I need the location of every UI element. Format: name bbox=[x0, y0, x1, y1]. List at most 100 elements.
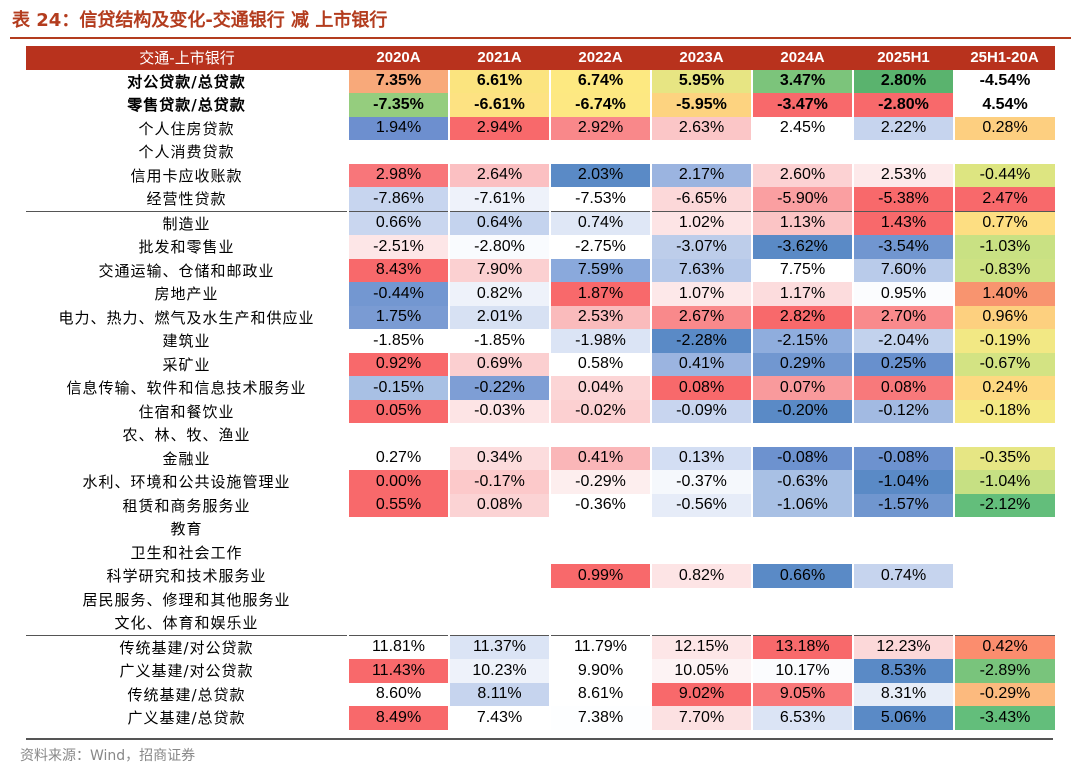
value-cell: -2.80% bbox=[853, 93, 955, 117]
value-cell bbox=[651, 140, 753, 164]
row-label: 采矿业 bbox=[26, 352, 349, 376]
value-cell: 9.05% bbox=[752, 682, 854, 706]
value-cell: 1.40% bbox=[954, 282, 1055, 306]
table-body: 对公贷款/总贷款 7.35% 6.61% 6.74% 5.95% 3.47% 2.80% -4… bbox=[26, 69, 1055, 730]
value-cell bbox=[651, 587, 753, 611]
value-cell: -0.02% bbox=[550, 399, 652, 423]
value-cell: 0.29% bbox=[752, 352, 854, 376]
row-label: 经营性贷款 bbox=[26, 187, 349, 212]
value-cell: 10.17% bbox=[752, 659, 854, 683]
value-cell: -1.85% bbox=[348, 329, 450, 353]
row-label: 房地产业 bbox=[26, 282, 349, 306]
value-cell: 2.70% bbox=[853, 305, 955, 329]
table-bottom-rule bbox=[26, 738, 1053, 740]
value-cell: 10.05% bbox=[651, 659, 753, 683]
value-cell bbox=[550, 140, 652, 164]
row-label: 教育 bbox=[26, 517, 349, 541]
value-cell: 7.43% bbox=[449, 706, 551, 730]
value-cell: -5.95% bbox=[651, 93, 753, 117]
value-cell: -2.51% bbox=[348, 235, 450, 259]
table-row: 农、林、牧、渔业 bbox=[26, 423, 1055, 447]
value-cell: 13.18% bbox=[752, 635, 854, 659]
value-cell: 0.24% bbox=[954, 376, 1055, 400]
row-label: 信息传输、软件和信息技术服务业 bbox=[26, 376, 349, 400]
row-label: 交通运输、仓储和邮政业 bbox=[26, 258, 349, 282]
value-cell: 8.43% bbox=[348, 258, 450, 282]
table-row: 对公贷款/总贷款 7.35% 6.61% 6.74% 5.95% 3.47% 2.80% -4… bbox=[26, 69, 1055, 93]
value-cell: 8.53% bbox=[853, 659, 955, 683]
value-cell: -6.74% bbox=[550, 93, 652, 117]
value-cell: -0.08% bbox=[752, 446, 854, 470]
value-cell: 2.82% bbox=[752, 305, 854, 329]
value-cell: 1.17% bbox=[752, 282, 854, 306]
table-row: 房地产业 -0.44% 0.82% 1.87% 1.07% 1.17% 0.95% 1.40% bbox=[26, 282, 1055, 306]
value-cell: 0.82% bbox=[651, 564, 753, 588]
value-cell: 1.07% bbox=[651, 282, 753, 306]
value-cell: 0.08% bbox=[651, 376, 753, 400]
value-cell bbox=[449, 611, 551, 636]
value-cell: 0.08% bbox=[449, 493, 551, 517]
value-cell: 2.01% bbox=[449, 305, 551, 329]
table-row: 信息传输、软件和信息技术服务业 -0.15% -0.22% 0.04% 0.08% 0.0… bbox=[26, 376, 1055, 400]
value-cell: -1.57% bbox=[853, 493, 955, 517]
value-cell bbox=[752, 423, 854, 447]
header-2022a: 2022A bbox=[550, 46, 651, 70]
value-cell: -1.98% bbox=[550, 329, 652, 353]
value-cell: 0.27% bbox=[348, 446, 450, 470]
value-cell: -2.89% bbox=[954, 659, 1055, 683]
value-cell: -1.06% bbox=[752, 493, 854, 517]
value-cell: 7.59% bbox=[550, 258, 652, 282]
value-cell: 0.28% bbox=[954, 116, 1055, 140]
value-cell: -2.75% bbox=[550, 235, 652, 259]
value-cell: -1.04% bbox=[954, 470, 1055, 494]
value-cell bbox=[449, 517, 551, 541]
value-cell: 9.90% bbox=[550, 659, 652, 683]
header-row: 交通-上市银行 2020A 2021A 2022A 2023A 2024A 20… bbox=[26, 46, 1055, 70]
value-cell bbox=[954, 611, 1055, 636]
value-cell: -5.90% bbox=[752, 187, 854, 212]
value-cell: 8.60% bbox=[348, 682, 450, 706]
value-cell: -7.35% bbox=[348, 93, 450, 117]
value-cell: -7.86% bbox=[348, 187, 450, 212]
value-cell: -0.19% bbox=[954, 329, 1055, 353]
value-cell: 7.35% bbox=[348, 69, 450, 93]
value-cell: 5.06% bbox=[853, 706, 955, 730]
value-cell bbox=[348, 423, 450, 447]
row-label: 住宿和餐饮业 bbox=[26, 399, 349, 423]
source-note: 资料来源：Wind，招商证券 bbox=[20, 748, 196, 764]
row-label: 农、林、牧、渔业 bbox=[26, 423, 349, 447]
value-cell: 2.22% bbox=[853, 116, 955, 140]
value-cell bbox=[348, 140, 450, 164]
value-cell bbox=[853, 517, 955, 541]
value-cell bbox=[550, 540, 652, 564]
value-cell: -0.08% bbox=[853, 446, 955, 470]
value-cell: 0.66% bbox=[752, 564, 854, 588]
value-cell: 0.69% bbox=[449, 352, 551, 376]
table-row: 卫生和社会工作 bbox=[26, 540, 1055, 564]
value-cell bbox=[853, 423, 955, 447]
title-underline bbox=[10, 37, 1071, 39]
value-cell: 8.61% bbox=[550, 682, 652, 706]
row-label: 零售贷款/总贷款 bbox=[26, 93, 349, 117]
value-cell: -3.47% bbox=[752, 93, 854, 117]
value-cell: -1.04% bbox=[853, 470, 955, 494]
value-cell: -7.53% bbox=[550, 187, 652, 212]
row-label: 电力、热力、燃气及水生产和供应业 bbox=[26, 305, 349, 329]
value-cell: 0.34% bbox=[449, 446, 551, 470]
value-cell: 0.42% bbox=[954, 635, 1055, 659]
table-row: 科学研究和技术服务业 0.99% 0.82% 0.66% 0.74% bbox=[26, 564, 1055, 588]
value-cell: 2.45% bbox=[752, 116, 854, 140]
row-label: 文化、体育和娱乐业 bbox=[26, 611, 349, 636]
value-cell: -0.67% bbox=[954, 352, 1055, 376]
value-cell: -0.15% bbox=[348, 376, 450, 400]
value-cell: 0.95% bbox=[853, 282, 955, 306]
value-cell bbox=[651, 423, 753, 447]
value-cell: 8.49% bbox=[348, 706, 450, 730]
value-cell: 2.60% bbox=[752, 163, 854, 187]
table-row: 个人消费贷款 bbox=[26, 140, 1055, 164]
value-cell: 0.74% bbox=[853, 564, 955, 588]
row-label: 批发和零售业 bbox=[26, 235, 349, 259]
value-cell bbox=[752, 587, 854, 611]
value-cell bbox=[752, 140, 854, 164]
table-row: 经营性贷款 -7.86% -7.61% -7.53% -6.65% -5.90% -5.38… bbox=[26, 187, 1055, 212]
